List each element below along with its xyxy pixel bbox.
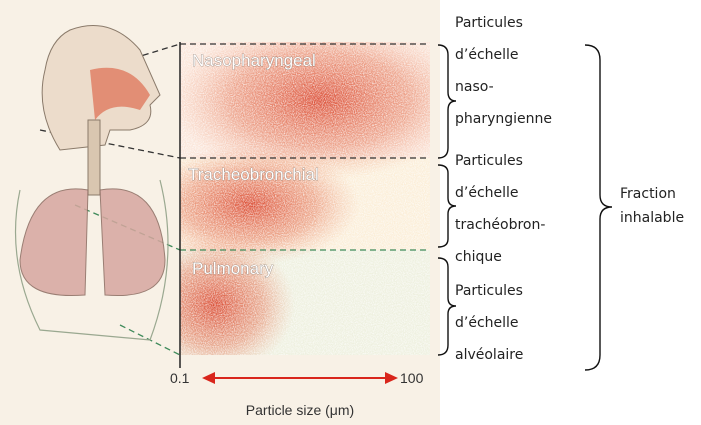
zone-label: Tracheobronchial bbox=[188, 165, 319, 184]
label-line: inhalable bbox=[620, 210, 684, 226]
axis-max: 100 bbox=[400, 370, 424, 386]
axis-title: Particle size (μm) bbox=[246, 402, 354, 418]
size-arrow bbox=[202, 372, 398, 384]
label-line: alvéolaire bbox=[455, 347, 523, 363]
label-line: Particules bbox=[455, 15, 523, 31]
particle-panel bbox=[180, 42, 430, 355]
label-line: Fraction bbox=[620, 186, 676, 202]
label-line: pharyngienne bbox=[455, 111, 552, 127]
label-line: d’échelle bbox=[455, 47, 519, 63]
zone-label: Pulmonary bbox=[192, 259, 274, 278]
label-line: Particules bbox=[455, 283, 523, 299]
axis-min: 0.1 bbox=[170, 370, 190, 386]
label-line: Particules bbox=[455, 153, 523, 169]
zone-label: Nasopharyngeal bbox=[192, 51, 316, 70]
braces bbox=[437, 44, 613, 371]
label-line: trachéobron- bbox=[455, 217, 545, 233]
label-line: chique bbox=[455, 249, 502, 265]
body-figure bbox=[14, 25, 169, 341]
label-line: naso- bbox=[455, 79, 494, 95]
label-line: d’échelle bbox=[455, 315, 519, 331]
right-labels: Particules d’échelle naso-pharyngienne Part… bbox=[455, 15, 684, 363]
label-line: d’échelle bbox=[455, 185, 519, 201]
